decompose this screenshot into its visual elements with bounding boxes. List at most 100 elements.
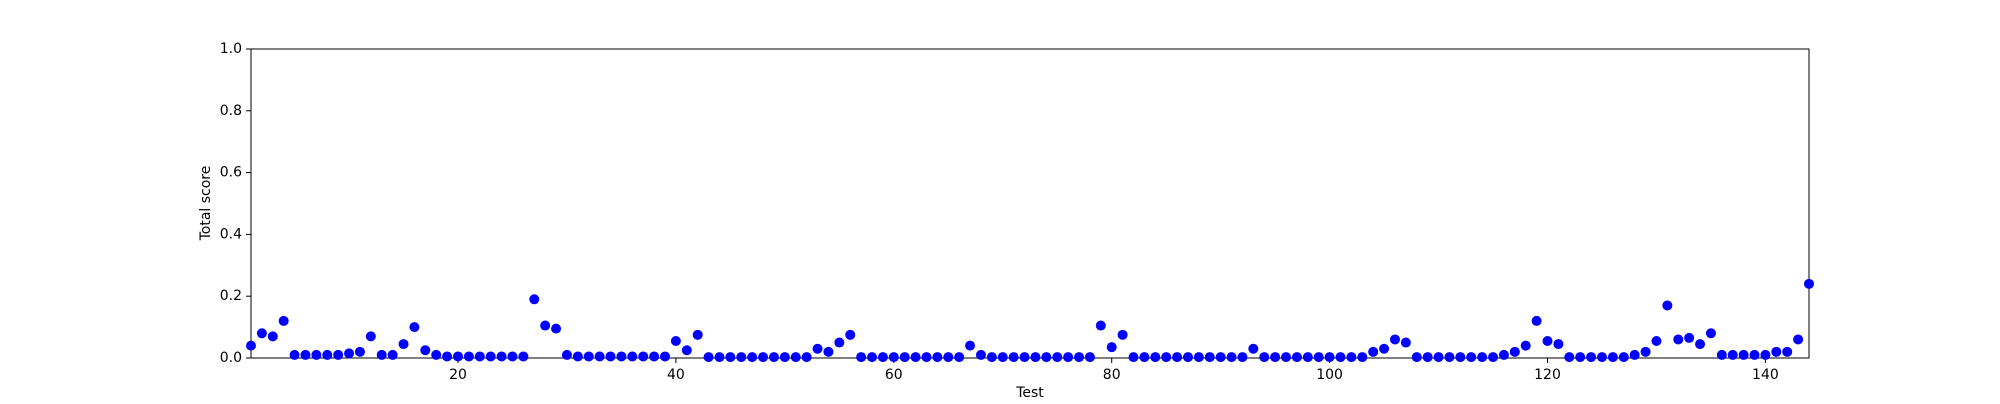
point (333, 349, 344, 360)
point (1749, 349, 1760, 360)
point (1335, 352, 1346, 363)
point (583, 351, 594, 362)
point (1052, 352, 1063, 363)
point (289, 349, 300, 360)
point (692, 329, 703, 340)
point (431, 349, 442, 360)
point (256, 328, 267, 339)
point (1248, 343, 1259, 354)
point (660, 351, 671, 362)
point (1804, 278, 1814, 289)
point (801, 352, 812, 363)
x-tick-label: 60 (885, 367, 903, 383)
point (965, 340, 976, 351)
point (1084, 352, 1095, 363)
point (943, 352, 954, 363)
point (1520, 340, 1531, 351)
y-axis-label: Total score (198, 166, 214, 242)
point (463, 351, 474, 362)
point (551, 323, 562, 334)
point (1379, 343, 1390, 354)
point (474, 351, 485, 362)
point (1215, 352, 1226, 363)
point (1640, 346, 1651, 357)
point (932, 352, 943, 363)
point (1324, 352, 1335, 363)
point (1389, 334, 1400, 345)
point (975, 349, 986, 360)
point (1738, 349, 1749, 360)
point (1063, 352, 1074, 363)
point (1291, 352, 1302, 363)
point (267, 331, 278, 342)
point (834, 337, 845, 348)
point (1193, 352, 1204, 363)
point (1705, 328, 1716, 339)
point (616, 351, 627, 362)
point (725, 352, 736, 363)
point (1771, 346, 1782, 357)
point (420, 345, 431, 356)
point (1346, 352, 1357, 363)
point (1455, 352, 1466, 363)
point (300, 349, 311, 360)
point (1586, 352, 1597, 363)
point (703, 352, 714, 363)
point (365, 331, 376, 342)
point (1226, 352, 1237, 363)
point (1182, 352, 1193, 363)
y-tick-label: 1.0 (220, 41, 242, 57)
point (1422, 352, 1433, 363)
point (714, 352, 725, 363)
point (1172, 352, 1183, 363)
point (1368, 346, 1379, 357)
point (1095, 320, 1106, 331)
point (1488, 352, 1499, 363)
point (344, 348, 355, 359)
point (1564, 352, 1575, 363)
point (1106, 342, 1117, 353)
point (376, 349, 387, 360)
point (496, 351, 507, 362)
point (1727, 349, 1738, 360)
plot-frame (250, 48, 1810, 359)
point (921, 352, 932, 363)
point (681, 345, 692, 356)
point (1150, 352, 1161, 363)
point (986, 352, 997, 363)
point (867, 352, 878, 363)
x-tick-label: 100 (1316, 367, 1343, 383)
point (1008, 352, 1019, 363)
point (442, 351, 453, 362)
point (1684, 332, 1695, 343)
point (649, 351, 660, 362)
point (768, 352, 779, 363)
point (1575, 352, 1586, 363)
point (1400, 337, 1411, 348)
point (1411, 352, 1422, 363)
point (1477, 352, 1488, 363)
point (387, 349, 398, 360)
point (485, 351, 496, 362)
point (1542, 336, 1553, 347)
point (529, 294, 540, 305)
point (322, 349, 333, 360)
point (1509, 346, 1520, 357)
point (1074, 352, 1085, 363)
point (670, 336, 681, 347)
point (1030, 352, 1041, 363)
y-tick-label: 0.4 (220, 226, 242, 242)
point (518, 351, 529, 362)
point (997, 352, 1008, 363)
point (1782, 346, 1793, 357)
point (398, 339, 409, 350)
point (779, 352, 790, 363)
point (627, 351, 638, 362)
point (540, 320, 551, 331)
point (1281, 352, 1292, 363)
point (736, 352, 747, 363)
x-tick-label: 20 (449, 367, 467, 383)
point (1204, 352, 1215, 363)
